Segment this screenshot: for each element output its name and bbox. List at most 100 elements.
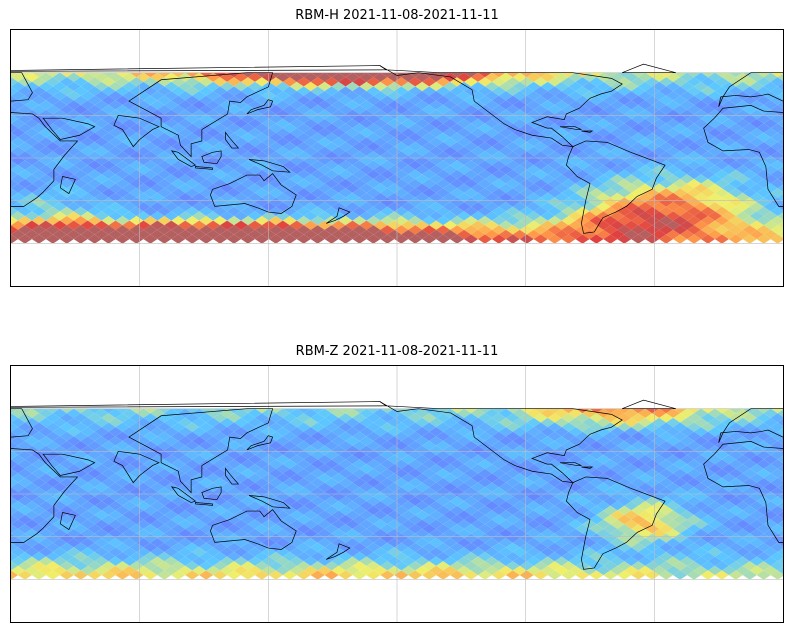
- data-cell: [282, 431, 297, 442]
- data-cell: [66, 81, 81, 92]
- data-cell: [484, 473, 499, 483]
- data-cell: [457, 202, 471, 212]
- coastline: [566, 476, 666, 570]
- data-cell: [687, 459, 701, 469]
- data-cell: [575, 142, 590, 152]
- data-cell: [122, 81, 137, 92]
- data-cell: [94, 192, 109, 203]
- data-cell: [80, 229, 95, 240]
- data-cell: [310, 533, 325, 543]
- data-cell: [519, 169, 534, 179]
- data-cell: [610, 454, 625, 465]
- data-cell: [115, 169, 130, 179]
- data-cell: [735, 109, 750, 119]
- data-cell: [596, 454, 611, 465]
- data-cell: [220, 538, 235, 548]
- data-cell: [275, 473, 290, 483]
- data-cell: [540, 146, 555, 156]
- data-cell: [408, 77, 423, 87]
- data-cell: [11, 225, 18, 235]
- data-cell: [638, 408, 653, 418]
- data-cell: [526, 501, 541, 511]
- data-cell: [408, 514, 423, 525]
- data-cell: [101, 450, 116, 460]
- data-cell: [87, 450, 102, 460]
- data-cell: [464, 422, 478, 432]
- data-cell: [770, 188, 783, 198]
- data-cell: [122, 72, 137, 82]
- data-cell: [240, 561, 255, 571]
- data-cell: [108, 118, 123, 129]
- data-cell: [721, 165, 736, 175]
- data-cell: [652, 417, 667, 428]
- data-cell: [157, 533, 172, 543]
- data-cell: [387, 427, 402, 437]
- data-cell: [401, 137, 416, 147]
- data-cell: [408, 496, 423, 506]
- data-cell: [464, 142, 478, 152]
- data-cell: [387, 436, 402, 446]
- data-cell: [687, 225, 701, 235]
- data-cell: [11, 123, 18, 133]
- data-cell: [17, 561, 32, 571]
- data-cell: [770, 514, 783, 525]
- data-cell: [227, 234, 241, 244]
- data-cell: [11, 188, 18, 198]
- data-cell: [770, 206, 783, 216]
- data-cell: [505, 551, 520, 562]
- data-cell: [464, 105, 478, 115]
- data-cell: [317, 137, 332, 147]
- data-cell: [80, 109, 95, 119]
- data-cell: [324, 561, 339, 571]
- data-cell: [108, 109, 123, 119]
- data-cell: [282, 105, 297, 115]
- data-cell: [289, 547, 304, 557]
- data-cell: [122, 137, 137, 147]
- data-cell: [652, 454, 667, 465]
- data-cell: [652, 464, 667, 474]
- data-cell: [540, 510, 555, 520]
- data-cell: [631, 478, 646, 488]
- data-cell: [206, 109, 221, 119]
- data-cell: [324, 178, 339, 189]
- data-cell: [540, 109, 555, 119]
- data-cell: [108, 128, 123, 138]
- data-cell: [352, 114, 367, 124]
- data-cell: [11, 95, 18, 106]
- data-cell: [52, 473, 67, 483]
- data-cell: [457, 519, 471, 529]
- data-cell: [742, 197, 757, 207]
- data-cell: [429, 427, 444, 437]
- data-cell: [645, 188, 660, 198]
- data-cell: [157, 561, 172, 571]
- data-cell: [505, 561, 520, 571]
- data-cell: [52, 109, 67, 119]
- data-cell: [80, 81, 95, 92]
- data-cell: [143, 234, 158, 244]
- data-cell: [742, 478, 757, 488]
- data-cell: [721, 109, 736, 119]
- data-cell: [749, 454, 764, 465]
- data-cell: [380, 160, 395, 170]
- data-cell: [38, 445, 53, 455]
- data-cell: [303, 436, 318, 446]
- data-cell: [352, 105, 367, 115]
- data-cell: [122, 547, 137, 557]
- data-cell: [470, 427, 485, 437]
- data-cell: [11, 86, 18, 96]
- data-cell: [115, 197, 130, 207]
- data-cell: [436, 533, 451, 543]
- data-cell: [94, 565, 109, 576]
- data-cell: [317, 473, 332, 483]
- data-cell: [596, 501, 611, 511]
- data-cell: [11, 441, 18, 451]
- data-cell: [87, 114, 102, 124]
- data-cell: [721, 118, 736, 129]
- data-cell: [401, 528, 416, 539]
- data-cell: [540, 128, 555, 138]
- data-cell: [143, 188, 158, 198]
- data-cell: [247, 454, 262, 465]
- data-cell: [484, 229, 499, 240]
- data-cell: [380, 142, 395, 152]
- data-cell: [568, 473, 583, 483]
